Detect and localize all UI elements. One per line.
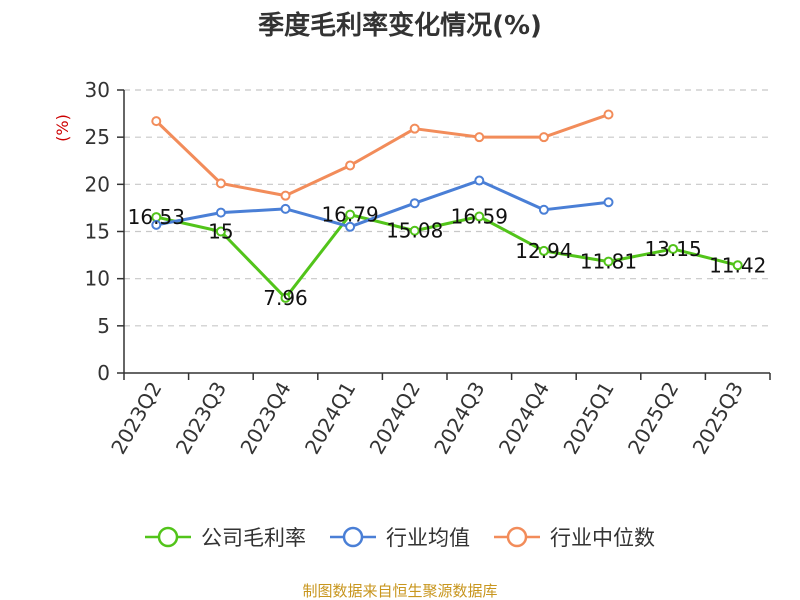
legend: 公司毛利率 行业均值 行业中位数 [145,526,655,550]
series-line-2 [154,113,610,198]
data-label: 7.96 [263,286,308,310]
data-label: 16.79 [321,203,378,227]
data-label: 15 [208,220,233,244]
data-point [732,260,743,271]
legend-label: 公司毛利率 [201,526,306,550]
data-labels: 16.53 15 7.96 16.79 15.08 16.59 12.94 11.81 13.1… [128,203,767,310]
series-layer [151,109,743,303]
data-point [215,178,226,189]
y-tick-label: 0 [97,361,110,385]
series-line-1 [154,179,610,229]
series-line-0 [154,213,740,300]
data-point [603,109,614,120]
data-point [345,221,356,232]
x-tick-label: 2025Q1 [558,378,618,459]
data-point [409,198,420,209]
y-tick-label: 5 [97,314,110,338]
data-label: 15.08 [386,219,443,243]
data-point [409,123,420,134]
y-axis-unit: (%) [53,114,72,142]
data-point [409,225,420,236]
data-label: 16.59 [451,205,508,229]
legend-marker [342,526,364,548]
data-point [603,256,614,267]
source-note: 制图数据来自恒生聚源数据库 [302,582,497,600]
x-tick-label: 2023Q2 [106,378,166,459]
data-label: 11.42 [709,253,766,277]
data-point [151,219,162,230]
x-tick-label: 2024Q1 [300,378,360,459]
data-label: 11.81 [580,250,637,274]
data-point [474,175,485,186]
x-tick-label: 2025Q2 [623,378,683,459]
x-tick-label: 2023Q3 [171,378,231,459]
data-label: 12.94 [515,239,572,263]
data-point [538,245,549,256]
y-tick-label: 15 [85,220,110,244]
x-tick-label: 2024Q4 [494,378,554,459]
data-point [280,203,291,214]
data-label: 16.53 [128,205,185,229]
grid [124,89,770,327]
data-point [151,116,162,127]
y-tick-label: 25 [85,125,110,149]
data-point [538,204,549,215]
data-point [280,292,291,303]
data-point [668,243,679,254]
legend-label: 行业均值 [386,526,470,550]
data-point [345,209,356,220]
data-point [215,207,226,218]
x-tick-label: 2024Q3 [429,378,489,459]
y-tick-label: 20 [85,172,110,196]
data-point [280,190,291,201]
legend-label: 行业中位数 [550,526,655,550]
data-point [603,197,614,208]
data-label: 13.15 [644,237,701,261]
x-tick-label: 2025Q3 [688,378,748,459]
x-tick-label: 2023Q4 [235,378,295,459]
data-point [474,132,485,143]
data-point [215,226,226,237]
data-point [345,160,356,171]
x-tick-label: 2024Q2 [365,378,425,459]
legend-marker [157,526,179,548]
y-tick-label: 10 [85,267,110,291]
legend-marker [506,526,528,548]
y-tick-label: 30 [85,78,110,102]
data-point [538,132,549,143]
chart-title: 季度毛利率变化情况(%) [258,10,542,41]
data-point [474,211,485,222]
